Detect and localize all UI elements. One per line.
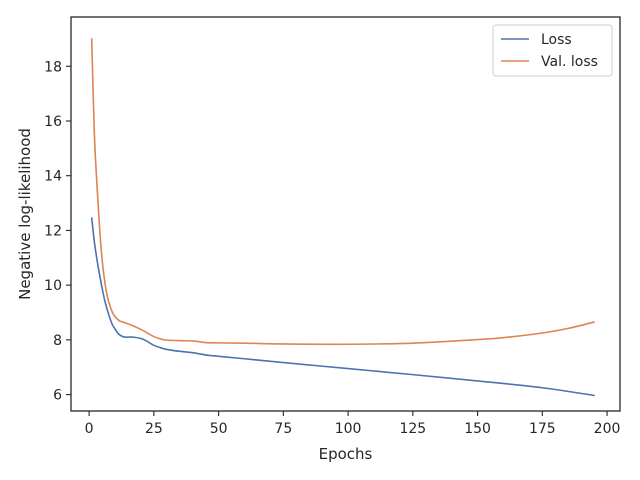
plot-frame	[70, 16, 621, 412]
y-tick-label: 14	[44, 169, 62, 185]
y-tick-label: 8	[53, 333, 62, 349]
legend: Loss Val. loss	[492, 24, 613, 77]
x-ticks: 0 25 50 75 100 125 150 175 200	[85, 411, 621, 437]
x-tick-label: 150	[464, 421, 491, 437]
y-ticks: 6 8 10 12 14 16 18	[44, 59, 71, 404]
y-tick-label: 16	[44, 114, 62, 130]
y-tick-label: 6	[53, 388, 62, 404]
legend-label-loss: Loss	[541, 32, 572, 48]
legend-box	[492, 24, 613, 77]
series-line-val-loss	[90, 38, 595, 346]
x-tick-label: 175	[529, 421, 556, 437]
x-tick-label: 0	[85, 421, 94, 437]
x-tick-label: 125	[399, 421, 426, 437]
y-tick-label: 12	[44, 223, 62, 239]
plot-background	[71, 17, 620, 411]
y-axis-label: Negative log-likelihood	[16, 128, 34, 300]
y-tick-label: 18	[44, 59, 62, 75]
x-axis-label: Epochs	[319, 445, 373, 463]
x-tick-label: 25	[145, 421, 163, 437]
x-tick-label: 200	[594, 421, 621, 437]
y-tick-label: 10	[44, 278, 62, 294]
series-line-loss	[90, 217, 595, 397]
legend-label-val-loss: Val. loss	[541, 54, 598, 70]
x-tick-label: 75	[274, 421, 292, 437]
x-tick-label: 50	[210, 421, 228, 437]
series-lines	[90, 38, 595, 397]
x-tick-label: 100	[335, 421, 362, 437]
